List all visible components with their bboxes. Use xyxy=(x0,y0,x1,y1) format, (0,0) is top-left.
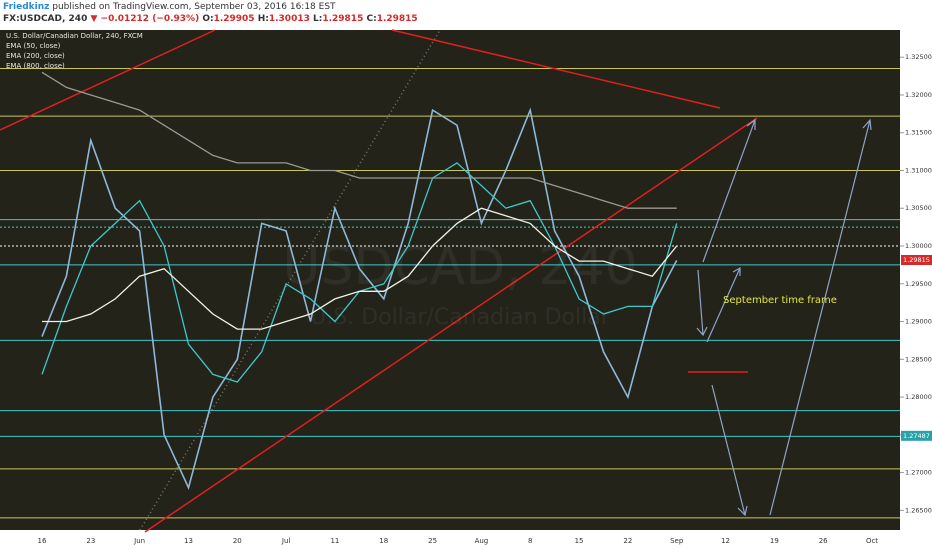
x-tick-label: 26 xyxy=(819,537,828,545)
published: published on TradingView.com, September … xyxy=(52,2,336,12)
x-tick-label: 8 xyxy=(528,537,532,545)
y-tick-label: 1.32500 xyxy=(905,53,932,61)
price-label-box xyxy=(901,430,932,441)
y-tick-label: 1.27000 xyxy=(905,469,932,477)
ohlc-label: L: xyxy=(313,14,323,24)
ohlc-value: 1.29815 xyxy=(322,14,364,24)
author[interactable]: Friedkinz xyxy=(3,2,50,12)
ohlc: O:1.29905 H:1.30013 L:1.29815 C:1.29815 xyxy=(202,14,417,24)
ohlc-value: 1.29815 xyxy=(376,14,418,24)
y-tick-label: 1.26500 xyxy=(905,506,932,514)
symbol: FX:USDCAD, 240 xyxy=(3,14,88,24)
series-line xyxy=(41,107,678,491)
arrow xyxy=(769,118,872,516)
y-tick-label: 1.29000 xyxy=(905,318,932,326)
y-tick-label: 1.28500 xyxy=(905,355,932,363)
trend-line xyxy=(144,117,758,533)
price-label: 1.29815 xyxy=(903,256,930,264)
change: ▼ −0.01212 (−0.93%) xyxy=(90,14,200,24)
price-label-box xyxy=(901,254,932,265)
drawings xyxy=(0,29,872,533)
y-tick-label: 1.31500 xyxy=(905,129,932,137)
ohlc-value: 1.30013 xyxy=(268,14,310,24)
x-tick-label: 16 xyxy=(38,537,47,545)
trend-line xyxy=(391,29,721,109)
x-tick-label: Aug xyxy=(475,537,489,545)
trend-line xyxy=(0,29,216,131)
header: Friedkinz published on TradingView.com, … xyxy=(0,0,932,28)
y-tick-label: 1.32000 xyxy=(905,91,932,99)
time-axis xyxy=(0,530,932,550)
legend-entry: EMA (200, close) xyxy=(6,52,65,60)
ohlc-value: 1.29905 xyxy=(213,14,255,24)
x-tick-label: Oct xyxy=(866,537,878,545)
arrow xyxy=(696,269,708,337)
series-line xyxy=(42,207,678,330)
x-tick-label: Jun xyxy=(133,537,145,545)
series-line xyxy=(41,71,677,209)
ohlc-label: H: xyxy=(257,14,269,24)
arrow xyxy=(706,266,741,343)
x-tick-label: 15 xyxy=(575,537,584,545)
x-tick-label: 20 xyxy=(233,537,242,545)
x-tick-label: 18 xyxy=(379,537,388,545)
y-tick-label: 1.31000 xyxy=(905,166,932,174)
y-tick-label: 1.28000 xyxy=(905,393,932,401)
y-tick-label: 1.29500 xyxy=(905,280,932,288)
price-axis xyxy=(900,30,932,530)
x-tick-label: 11 xyxy=(330,537,339,545)
legend-entry: U.S. Dollar/Canadian Dollar, 240, FXCM xyxy=(6,32,143,40)
publish-line: Friedkinz published on TradingView.com, … xyxy=(3,2,336,12)
x-tick-label: 13 xyxy=(184,537,193,545)
symbol-line: FX:USDCAD, 240 ▼ −0.01212 (−0.93%) O:1.2… xyxy=(3,14,418,24)
ohlc-label: O: xyxy=(202,14,214,24)
x-tick-label: 23 xyxy=(86,537,95,545)
arrow xyxy=(711,384,748,517)
annotation: September time frame xyxy=(723,295,837,306)
x-tick-label: 19 xyxy=(770,537,779,545)
legend-entry: EMA (50, close) xyxy=(6,42,61,50)
x-tick-label: 12 xyxy=(721,537,730,545)
plot-background xyxy=(0,30,900,530)
watermark-sub: U.S. Dollar/Canadian Dollar xyxy=(310,305,610,330)
y-tick-label: 1.30000 xyxy=(905,242,932,250)
x-tick-label: Jul xyxy=(281,537,291,545)
watermark: USDCAD, 240 xyxy=(282,237,637,297)
x-tick-label: Sep xyxy=(670,537,684,545)
price-label: 1.27487 xyxy=(903,432,930,440)
x-tick-label: 25 xyxy=(428,537,437,545)
legend-entry: EMA (800, close) xyxy=(6,62,65,70)
x-tick-label: 22 xyxy=(623,537,632,545)
y-tick-label: 1.30500 xyxy=(905,204,932,212)
ohlc-label: C: xyxy=(366,14,377,24)
arrow xyxy=(702,118,756,263)
